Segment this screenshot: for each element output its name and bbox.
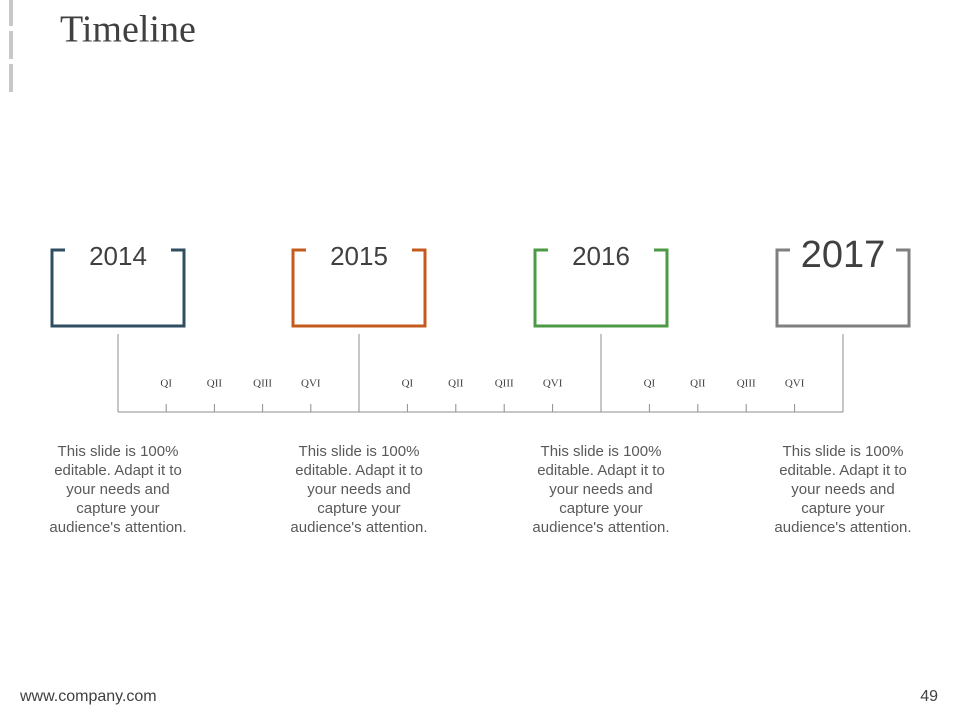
quarter-label: QIII	[737, 378, 756, 390]
edge-bar	[9, 0, 13, 26]
description: This slide is 100%	[541, 443, 662, 460]
quarter-label: QI	[160, 378, 172, 390]
description: editable. Adapt it to	[295, 462, 423, 479]
year-bracket	[533, 248, 669, 328]
description: This slide is 100%	[783, 443, 904, 460]
description: audience's attention.	[532, 519, 669, 536]
edge-bar	[9, 31, 13, 59]
year-bracket	[775, 248, 911, 328]
year-bracket	[50, 248, 186, 328]
year-label: 2015	[330, 241, 388, 271]
description: your needs and	[549, 481, 652, 498]
quarter-label: QII	[448, 378, 464, 390]
quarter-label: QVI	[785, 378, 805, 390]
description: editable. Adapt it to	[537, 462, 665, 479]
description: your needs and	[791, 481, 894, 498]
edge-bar	[9, 64, 13, 92]
description: This slide is 100%	[58, 443, 179, 460]
description: This slide is 100%	[299, 443, 420, 460]
description: audience's attention.	[774, 519, 911, 536]
page-number: 49	[920, 688, 938, 705]
quarter-label: QVI	[301, 378, 321, 390]
quarter-label: QIII	[253, 378, 272, 390]
year-label: 2014	[89, 241, 147, 271]
title: Timeline	[60, 9, 196, 51]
description: capture your	[76, 500, 159, 517]
year-label: 2016	[572, 241, 630, 271]
description: capture your	[317, 500, 400, 517]
quarter-label: QI	[402, 378, 414, 390]
quarter-label: QI	[644, 378, 656, 390]
year-bracket	[291, 248, 427, 328]
description: audience's attention.	[49, 519, 186, 536]
year-label: 2017	[801, 234, 886, 276]
quarter-label: QVI	[543, 378, 563, 390]
quarter-label: QII	[207, 378, 223, 390]
description: editable. Adapt it to	[54, 462, 182, 479]
footer-url: www.company.com	[19, 688, 157, 705]
quarter-label: QII	[690, 378, 706, 390]
description: capture your	[559, 500, 642, 517]
description: audience's attention.	[290, 519, 427, 536]
description: editable. Adapt it to	[779, 462, 907, 479]
quarter-label: QIII	[495, 378, 514, 390]
description: your needs and	[307, 481, 410, 498]
description: your needs and	[66, 481, 169, 498]
description: capture your	[801, 500, 884, 517]
